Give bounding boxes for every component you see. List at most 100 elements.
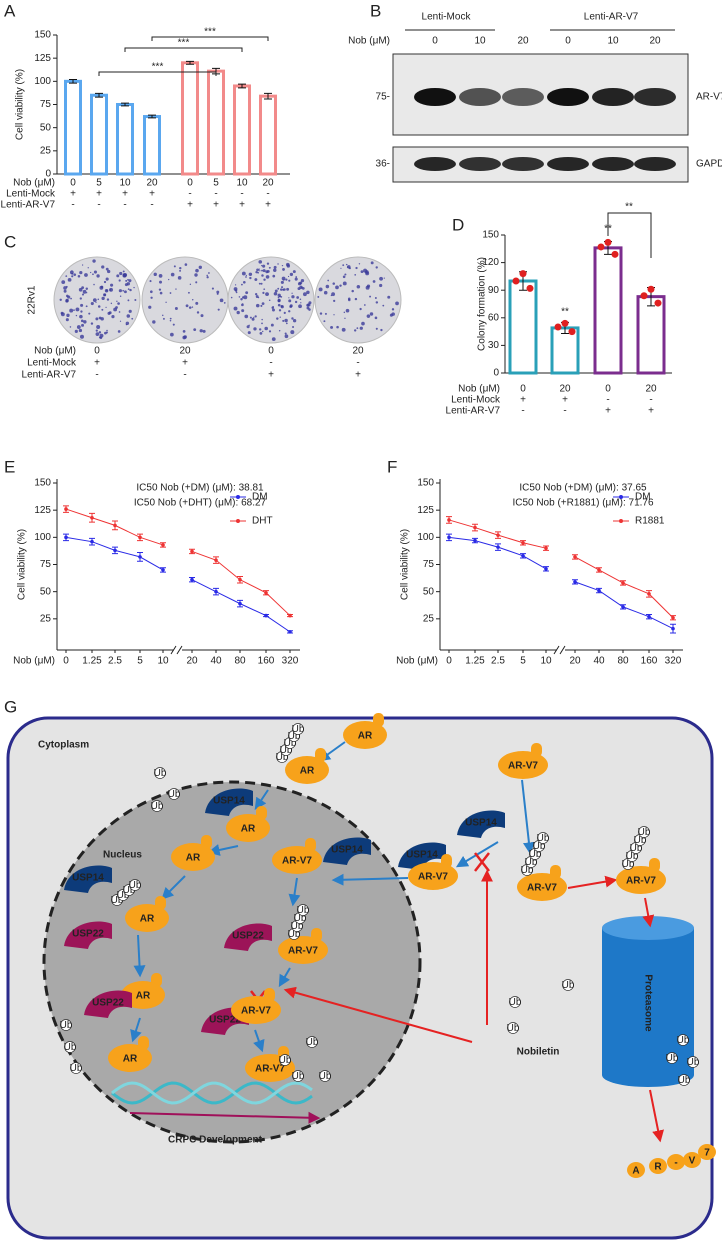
fragment-label: R [654, 1162, 662, 1173]
colony [258, 282, 261, 285]
colony [63, 289, 67, 293]
condition-cell: 20 [559, 384, 571, 395]
colony [298, 304, 302, 309]
colony [375, 327, 378, 330]
colony [77, 274, 81, 278]
colony [333, 314, 335, 316]
panel-label: D [452, 215, 464, 234]
ubiquitin [129, 879, 141, 891]
colony [284, 318, 288, 323]
enzyme [64, 921, 112, 949]
colony [291, 317, 294, 320]
data-point [264, 590, 268, 595]
colony [251, 317, 255, 321]
condition-cell: 0 [94, 346, 100, 357]
colony [149, 280, 152, 283]
colony [283, 288, 286, 291]
colony [380, 328, 383, 332]
condition-label: Lenti-Mock [451, 395, 501, 406]
legend-label: DHT [252, 516, 273, 527]
condition-label: Lenti-Mock [6, 189, 56, 200]
colony [105, 267, 109, 271]
dose: 20 [517, 36, 529, 47]
data-point [604, 238, 612, 246]
arrow [253, 1029, 265, 1053]
colony [127, 299, 130, 302]
colony [243, 295, 248, 300]
colony [271, 306, 274, 309]
condition-cell: + [187, 200, 193, 211]
colony [80, 303, 84, 307]
legend-marker [619, 495, 623, 499]
condition-cell: + [265, 200, 271, 211]
colony [262, 330, 264, 333]
x-tick-label: 160 [258, 656, 275, 667]
colony [73, 309, 75, 311]
y-tick-label: 120 [482, 257, 499, 268]
significance-label: ** [625, 202, 633, 213]
annotation: IC50 Nob (+R1881) (μM): 71.76 [512, 498, 654, 509]
colony [93, 270, 98, 274]
dose: 0 [565, 36, 571, 47]
colony [261, 265, 263, 267]
colony [182, 335, 187, 340]
protein-label: AR-V7 [288, 946, 318, 957]
colony [81, 323, 84, 327]
colony [65, 299, 69, 303]
mw-marker: 36- [376, 159, 390, 170]
condition-cell: - [240, 189, 243, 200]
colony [306, 290, 310, 295]
colony [129, 288, 132, 292]
ubiquitin [297, 904, 309, 916]
colony [302, 292, 307, 297]
colony [387, 295, 391, 299]
ubiquitin-label: Ub [678, 1075, 691, 1086]
ubiquitin [70, 1062, 82, 1074]
protein-label: USP22 [92, 998, 124, 1009]
ubiquitin-label: Ub [291, 921, 304, 932]
ubiquitin-label: Ub [168, 789, 181, 800]
colony [119, 271, 123, 276]
protein [171, 843, 215, 871]
colony [158, 288, 162, 291]
condition-cell: - [123, 200, 126, 211]
colony [253, 316, 255, 319]
colony [265, 270, 269, 274]
colony [80, 310, 83, 313]
protein-label: USP14 [213, 796, 245, 807]
colony [81, 286, 85, 290]
colony [79, 334, 84, 339]
colony [245, 291, 249, 295]
ubiquitin-label: Ub [630, 843, 643, 854]
colony [101, 265, 105, 269]
y-axis-label: Cell viability (%) [17, 529, 28, 600]
data-point [447, 535, 451, 540]
colony [179, 266, 182, 270]
colony [66, 313, 70, 318]
condition-cell: + [239, 200, 245, 211]
legend-label: DM [252, 492, 268, 503]
colony [330, 294, 332, 297]
arrow [133, 934, 146, 978]
protein [278, 936, 328, 964]
colony [336, 325, 339, 329]
panel-label: E [4, 457, 15, 476]
proteasome-top [602, 916, 694, 940]
colony [258, 328, 262, 331]
ubiquitin-label: Ub [537, 833, 550, 844]
condition-cell: - [266, 189, 269, 200]
colony [90, 322, 94, 325]
colony [85, 292, 88, 294]
colony [262, 291, 265, 295]
ubiquitin [678, 1074, 690, 1086]
colony [84, 273, 88, 277]
colony [268, 330, 272, 333]
y-tick-label: 25 [423, 613, 435, 624]
data-point [161, 568, 165, 572]
fragment [627, 1162, 645, 1178]
data-point [671, 626, 675, 631]
protein-label: AR-V7 [255, 1064, 285, 1075]
y-tick-label: 150 [417, 478, 434, 489]
x-axis-label: Nob (μM) [396, 656, 438, 667]
dose-label: Nob (μM) [348, 36, 390, 47]
